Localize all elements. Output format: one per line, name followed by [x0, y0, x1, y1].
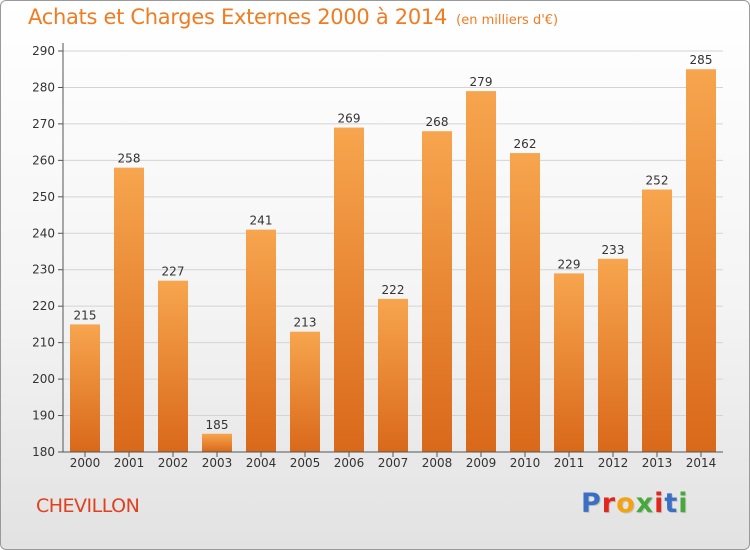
bar-value-label: 185: [206, 418, 229, 432]
bar-value-label: 258: [118, 152, 141, 166]
logo-letter: t: [664, 488, 679, 519]
x-tick-label: 2002: [158, 456, 189, 470]
y-tick-label: 200: [32, 372, 55, 386]
bar-2008: [422, 131, 452, 452]
y-tick-label: 180: [32, 445, 55, 459]
bar-2013: [642, 189, 672, 452]
logo-letter: i: [654, 488, 665, 519]
bar-2010: [510, 153, 540, 452]
bar-value-label: 233: [602, 243, 625, 257]
x-tick-label: 2003: [202, 456, 233, 470]
x-tick-label: 2001: [114, 456, 145, 470]
bar-value-label: 285: [690, 53, 713, 67]
bar-2004: [246, 229, 276, 452]
y-tick-label: 280: [32, 80, 55, 94]
logo-letter: x: [635, 488, 655, 519]
y-tick-label: 250: [32, 190, 55, 204]
chart-subtitle: (en milliers d'€): [456, 13, 559, 28]
x-tick-label: 2008: [422, 456, 453, 470]
x-tick-label: 2009: [466, 456, 497, 470]
x-tick-label: 2012: [598, 456, 629, 470]
x-tick-label: 2006: [334, 456, 365, 470]
x-tick-label: 2013: [642, 456, 673, 470]
place-name: CHEVILLON: [36, 495, 140, 517]
axis-layer: 180 190 200 210 220 230 240 250 260 270 280 290 2000…: [32, 43, 723, 470]
bar-2001: [114, 167, 144, 452]
bar-2003: [202, 433, 232, 452]
chart-title: Achats et Charges Externes 2000 à 2014: [28, 5, 448, 29]
y-tick-label: 190: [32, 409, 55, 423]
y-tick-label: 270: [32, 117, 55, 131]
bar-value-label: 213: [294, 316, 317, 330]
bar-2014: [686, 69, 716, 453]
bar-value-label: 227: [162, 265, 185, 279]
y-tick-label: 260: [32, 153, 55, 167]
bar-2009: [466, 91, 496, 452]
x-tick-label: 2005: [290, 456, 321, 470]
bar-2011: [554, 273, 584, 452]
y-tick-label: 210: [32, 336, 55, 350]
bar-2012: [598, 258, 628, 452]
bar-value-label: 268: [426, 115, 449, 129]
title-row: Achats et Charges Externes 2000 à 2014 (…: [28, 5, 558, 29]
x-tick-label: 2011: [554, 456, 585, 470]
y-tick-label: 220: [32, 299, 55, 313]
x-tick-label: 2010: [510, 456, 541, 470]
bar-value-label: 229: [558, 257, 581, 271]
bar-2007: [378, 298, 408, 452]
x-tick-label: 2007: [378, 456, 409, 470]
logo-letter: o: [616, 488, 636, 519]
proxiti-logo: Proxiti: [581, 488, 689, 519]
bar-2006: [334, 127, 364, 453]
logo-letter: i: [678, 488, 689, 519]
bar-layer: [70, 69, 716, 453]
bar-value-label: 262: [514, 137, 537, 151]
bar-value-label: 241: [250, 214, 273, 228]
label-layer: 215 258 227 185 241 213 269 222 268 279 262 229 233 2…: [74, 53, 713, 432]
y-tick-label: 290: [32, 44, 55, 58]
logo-letter: r: [601, 488, 617, 519]
bar-2000: [70, 324, 100, 452]
bar-2005: [290, 331, 320, 452]
y-tick-label: 230: [32, 263, 55, 277]
bar-value-label: 269: [338, 112, 361, 126]
bar-value-label: 222: [382, 283, 405, 297]
bar-value-label: 252: [646, 174, 669, 188]
bar-2002: [158, 280, 188, 452]
bar-value-label: 215: [74, 308, 97, 322]
x-tick-label: 2000: [70, 456, 101, 470]
x-tick-label: 2004: [246, 456, 277, 470]
bar-value-label: 279: [470, 75, 493, 89]
logo-letter: P: [581, 488, 602, 519]
y-tick-label: 240: [32, 226, 55, 240]
x-tick-label: 2014: [686, 456, 717, 470]
